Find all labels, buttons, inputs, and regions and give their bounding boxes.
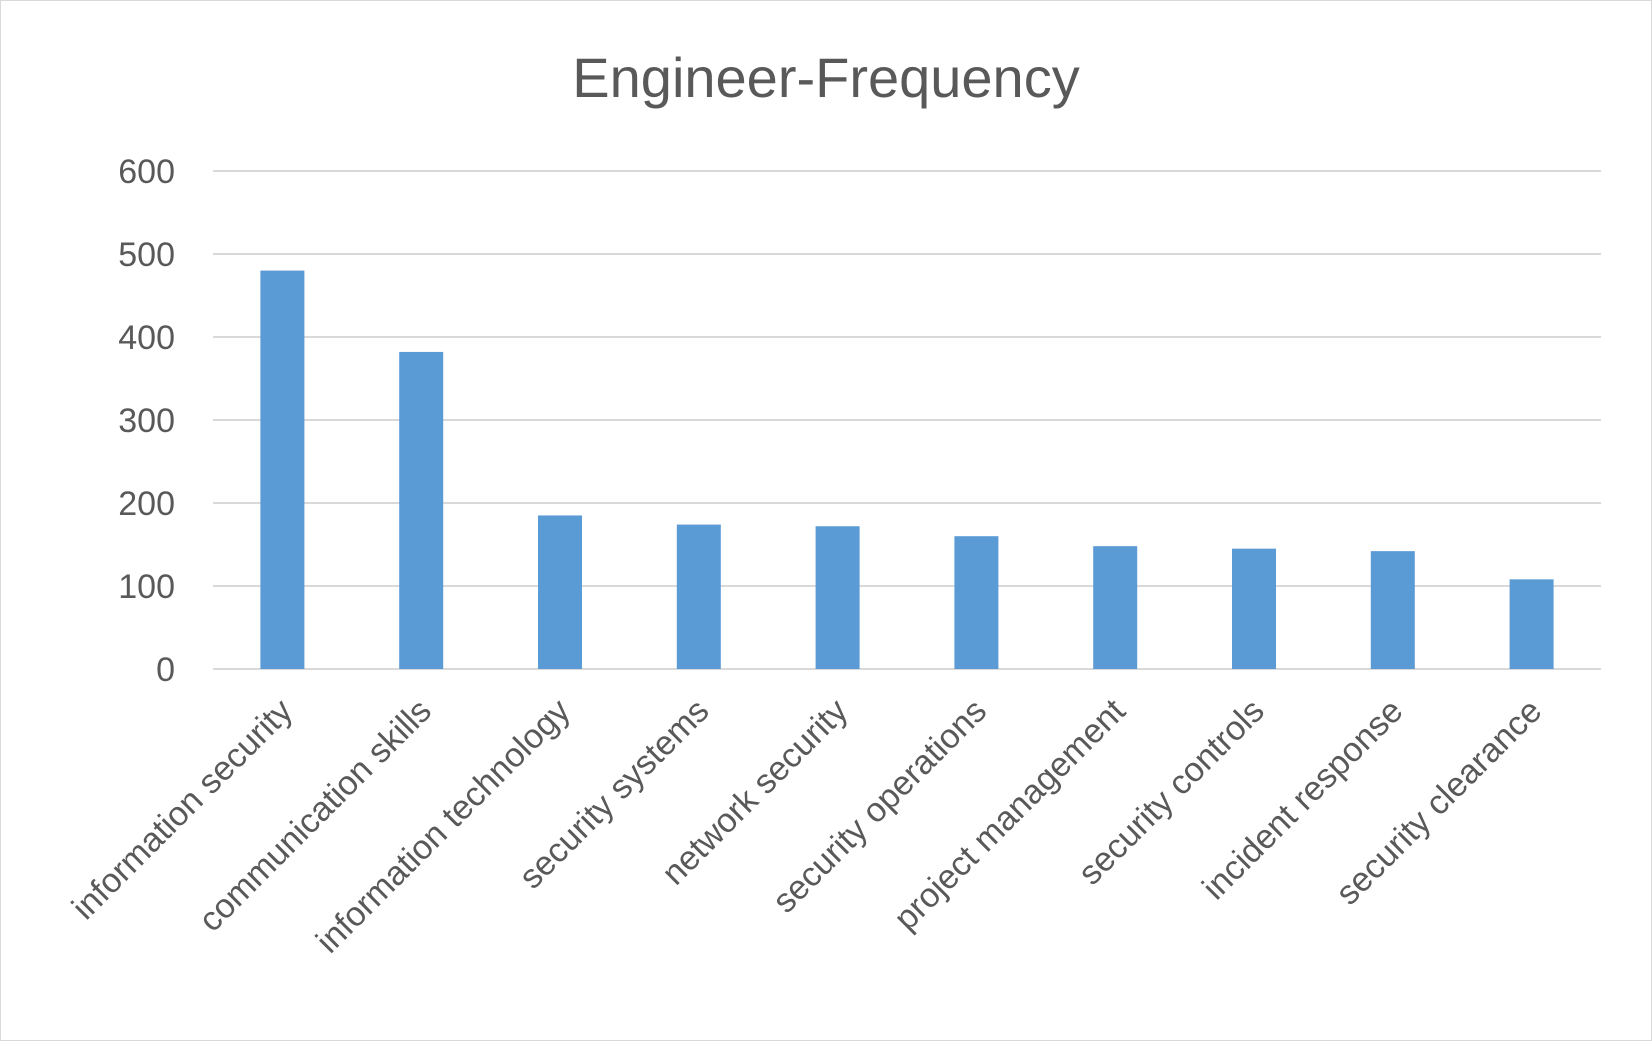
bars <box>260 270 1554 669</box>
bar <box>1093 546 1138 669</box>
gridlines <box>213 170 1601 670</box>
y-tick-label: 100 <box>118 568 175 606</box>
chart-title: Engineer-Frequency <box>572 46 1079 109</box>
bar <box>815 526 860 669</box>
x-category-label: communication skills <box>192 692 439 939</box>
bar <box>260 270 305 669</box>
x-category-label: project management <box>887 691 1133 937</box>
y-tick-label: 600 <box>118 153 175 191</box>
bar <box>954 536 999 669</box>
bar <box>1370 551 1415 669</box>
bar <box>399 351 444 669</box>
y-axis-ticks: 0 100 200 300 400 500 600 <box>118 153 175 689</box>
bar <box>1232 548 1276 669</box>
bar <box>538 515 582 669</box>
bar <box>1509 579 1554 669</box>
y-tick-label: 300 <box>118 402 175 440</box>
y-tick-label: 200 <box>118 485 175 523</box>
y-tick-label: 400 <box>118 319 175 357</box>
bar <box>676 524 721 669</box>
y-tick-label: 500 <box>118 236 175 274</box>
x-category-label: information technology <box>309 692 578 961</box>
y-tick-label: 0 <box>156 651 175 689</box>
